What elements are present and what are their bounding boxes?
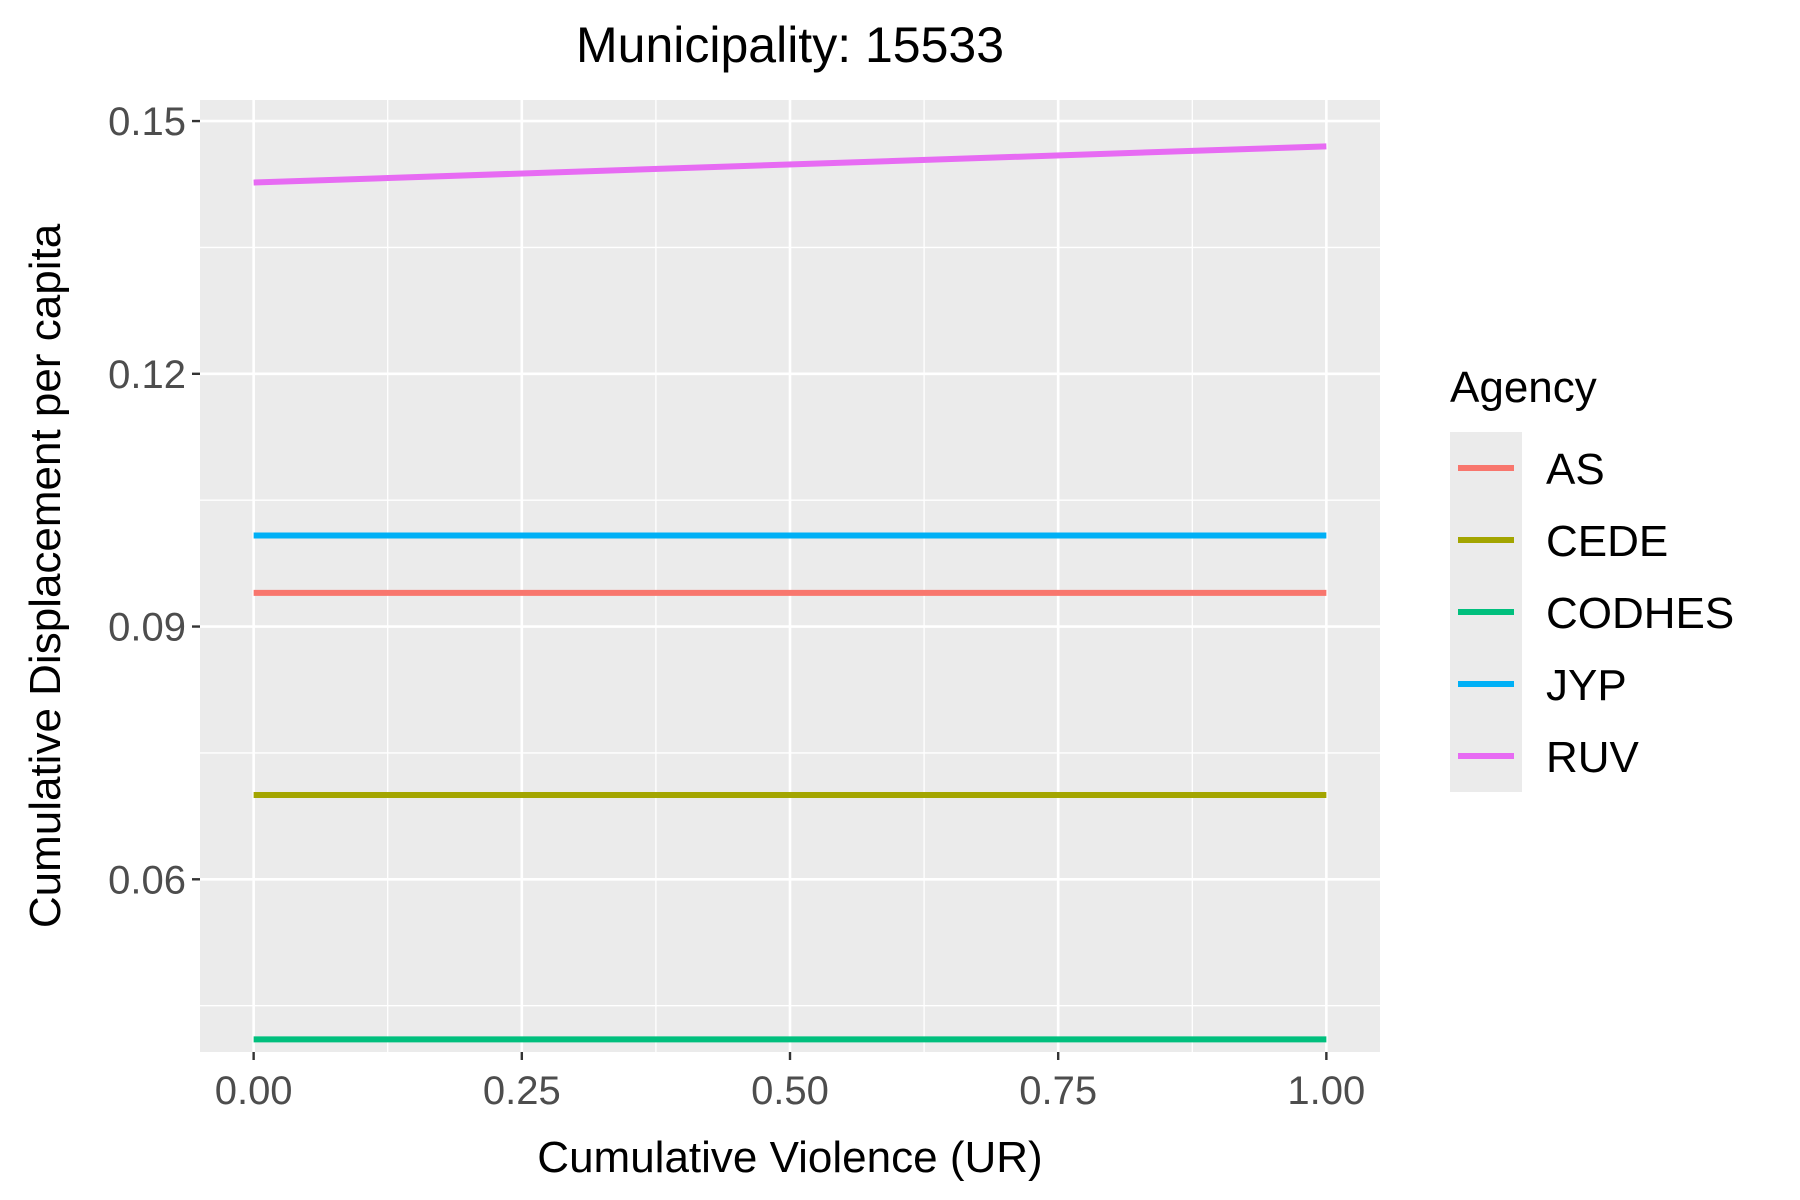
x-tick-label: 0.00: [215, 1069, 293, 1113]
y-tick-label: 0.09: [108, 606, 186, 650]
x-tick-label: 0.25: [483, 1069, 561, 1113]
series-lines: [253, 143, 1327, 1043]
y-axis-title: Cumulative Displacement per capita: [21, 223, 70, 928]
x-tick-label: 0.50: [751, 1069, 829, 1113]
legend-label-cede: CEDE: [1546, 517, 1668, 566]
y-tick-label: 0.15: [108, 100, 186, 144]
x-tick-label: 1.00: [1287, 1069, 1365, 1113]
legend-label-as: AS: [1546, 445, 1605, 494]
x-axis: 0.00 0.25 0.50 0.75 1.00: [215, 1052, 1365, 1113]
chart-title: Municipality: 15533: [576, 17, 1004, 73]
legend-label-codhes: CODHES: [1546, 589, 1734, 638]
y-axis: 0.06 0.09 0.12 0.15: [108, 100, 200, 902]
legend: Agency AS CEDE CODHES JYP RUV: [1450, 363, 1734, 792]
legend-items: AS CEDE CODHES JYP RUV: [1458, 445, 1734, 782]
grid-major: [200, 100, 1380, 1052]
legend-label-ruv: RUV: [1546, 733, 1640, 782]
legend-title: Agency: [1450, 363, 1597, 412]
x-axis-title: Cumulative Violence (UR): [537, 1133, 1042, 1182]
legend-label-jyp: JYP: [1546, 661, 1627, 710]
x-tick-label: 0.75: [1019, 1069, 1097, 1113]
y-tick-label: 0.12: [108, 353, 186, 397]
y-tick-label: 0.06: [108, 858, 186, 902]
series-line-ruv: [253, 143, 1327, 186]
